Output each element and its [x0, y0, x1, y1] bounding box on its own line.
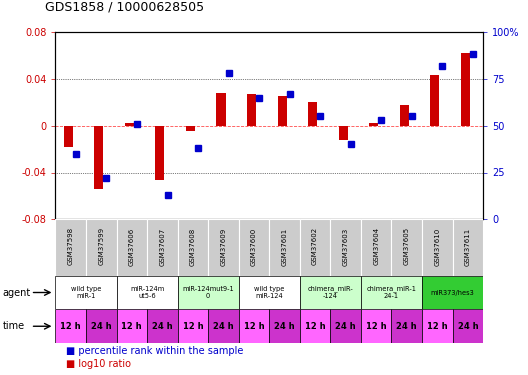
Bar: [361, 219, 391, 276]
Text: miR-124mut9-1
0: miR-124mut9-1 0: [182, 286, 234, 299]
Text: 24 h: 24 h: [213, 322, 234, 331]
Bar: [64, 126, 73, 147]
Text: GSM37609: GSM37609: [221, 227, 227, 266]
Text: miR-124m
ut5-6: miR-124m ut5-6: [130, 286, 164, 299]
Text: agent: agent: [3, 288, 31, 297]
Bar: [177, 309, 208, 343]
Bar: [300, 219, 331, 276]
Text: chimera_miR-
-124: chimera_miR- -124: [307, 286, 353, 299]
Bar: [300, 309, 331, 343]
Text: 24 h: 24 h: [152, 322, 173, 331]
Text: 24 h: 24 h: [91, 322, 111, 331]
Bar: [55, 219, 86, 276]
Bar: [331, 309, 361, 343]
Bar: [208, 219, 239, 276]
Bar: [177, 219, 208, 276]
Bar: [422, 219, 452, 276]
Text: GSM37610: GSM37610: [435, 227, 440, 266]
Bar: [391, 309, 422, 343]
Bar: [269, 219, 300, 276]
Bar: [239, 309, 269, 343]
Text: GSM37604: GSM37604: [373, 227, 379, 266]
Bar: [55, 276, 117, 309]
Text: 12 h: 12 h: [305, 322, 325, 331]
Bar: [155, 126, 165, 180]
Text: GSM37600: GSM37600: [251, 227, 257, 266]
Bar: [361, 309, 391, 343]
Bar: [400, 105, 409, 126]
Bar: [308, 102, 317, 126]
Bar: [430, 75, 439, 126]
Bar: [147, 309, 177, 343]
Text: time: time: [3, 321, 25, 331]
Text: 24 h: 24 h: [458, 322, 478, 331]
Bar: [452, 309, 483, 343]
Bar: [452, 219, 483, 276]
Text: 12 h: 12 h: [60, 322, 81, 331]
Bar: [331, 219, 361, 276]
Bar: [338, 126, 348, 140]
Text: GDS1858 / 10000628505: GDS1858 / 10000628505: [45, 0, 204, 13]
Text: GSM37602: GSM37602: [312, 227, 318, 266]
Bar: [117, 309, 147, 343]
Text: 12 h: 12 h: [183, 322, 203, 331]
Text: GSM37603: GSM37603: [343, 227, 348, 266]
Bar: [239, 219, 269, 276]
Text: GSM37599: GSM37599: [98, 227, 104, 266]
Bar: [86, 309, 117, 343]
Text: 12 h: 12 h: [366, 322, 386, 331]
Bar: [117, 276, 177, 309]
Text: GSM37607: GSM37607: [159, 227, 165, 266]
Text: GSM37606: GSM37606: [129, 227, 135, 266]
Text: GSM37611: GSM37611: [465, 227, 471, 266]
Bar: [269, 309, 300, 343]
Bar: [55, 309, 86, 343]
Text: 12 h: 12 h: [427, 322, 448, 331]
Bar: [361, 276, 422, 309]
Bar: [177, 276, 239, 309]
Bar: [422, 276, 483, 309]
Bar: [208, 309, 239, 343]
Bar: [422, 309, 452, 343]
Bar: [247, 94, 256, 126]
Bar: [391, 219, 422, 276]
Text: 12 h: 12 h: [121, 322, 142, 331]
Text: ■ log10 ratio: ■ log10 ratio: [66, 359, 131, 369]
Bar: [117, 219, 147, 276]
Text: miR373/hes3: miR373/hes3: [431, 290, 475, 296]
Text: chimera_miR-1
24-1: chimera_miR-1 24-1: [366, 286, 417, 299]
Bar: [125, 123, 134, 126]
Bar: [94, 126, 103, 189]
Bar: [147, 219, 177, 276]
Text: ■ percentile rank within the sample: ■ percentile rank within the sample: [66, 346, 243, 355]
Text: GSM37601: GSM37601: [281, 227, 288, 266]
Text: 24 h: 24 h: [397, 322, 417, 331]
Text: GSM37598: GSM37598: [68, 227, 74, 266]
Text: 12 h: 12 h: [244, 322, 265, 331]
Bar: [300, 276, 361, 309]
Text: GSM37608: GSM37608: [190, 227, 196, 266]
Bar: [86, 219, 117, 276]
Text: wild type
miR-124: wild type miR-124: [254, 286, 285, 299]
Bar: [278, 96, 287, 126]
Bar: [461, 53, 470, 126]
Text: GSM37605: GSM37605: [404, 227, 410, 266]
Text: 24 h: 24 h: [335, 322, 356, 331]
Text: wild type
miR-1: wild type miR-1: [71, 286, 101, 299]
Text: 24 h: 24 h: [274, 322, 295, 331]
Bar: [369, 123, 379, 126]
Bar: [239, 276, 300, 309]
Bar: [186, 126, 195, 132]
Bar: [216, 93, 225, 126]
